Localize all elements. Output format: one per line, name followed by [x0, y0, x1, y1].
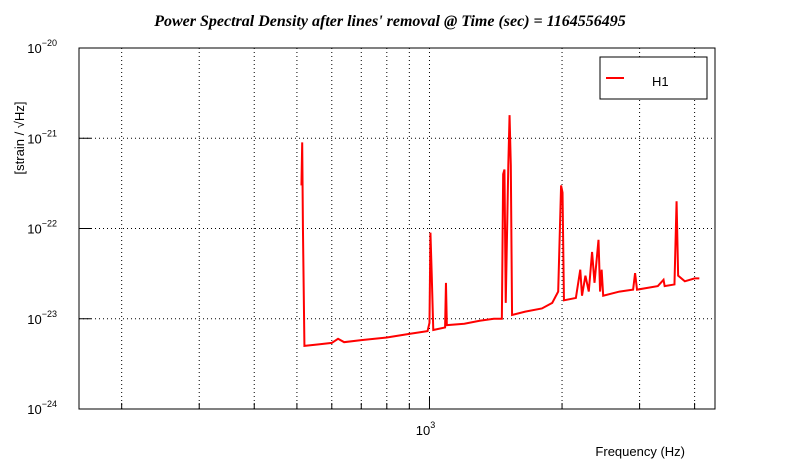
legend-label: H1 — [652, 74, 669, 89]
x-tick-label: 103 — [416, 420, 435, 438]
y-tick-base: 10 — [27, 131, 41, 146]
y-tick-exponent: −23 — [42, 309, 57, 319]
y-tick-base: 10 — [27, 41, 41, 56]
chart-title: Power Spectral Density after lines' remo… — [153, 13, 626, 30]
y-tick-base: 10 — [27, 402, 41, 417]
y-axis-label: [strain / √Hz] — [12, 102, 27, 175]
y-tick-label: 10−21 — [27, 128, 57, 146]
y-tick-label: 10−20 — [27, 38, 57, 56]
y-tick-label: 10−22 — [27, 219, 57, 237]
y-tick-exponent: −20 — [42, 38, 57, 48]
y-tick-base: 10 — [27, 222, 41, 237]
x-tick-exponent: 3 — [430, 420, 435, 430]
y-tick-label: 10−23 — [27, 309, 57, 327]
plot-frame — [78, 47, 716, 410]
x-tick-base: 10 — [416, 423, 430, 438]
y-tick-exponent: −24 — [42, 399, 57, 409]
y-tick-label: 10−24 — [27, 399, 57, 417]
x-axis-label: Frequency (Hz) — [595, 444, 685, 459]
y-tick-exponent: −21 — [42, 128, 57, 138]
y-tick-base: 10 — [27, 312, 41, 327]
series-line — [300, 115, 700, 348]
y-tick-exponent: −22 — [42, 219, 57, 229]
